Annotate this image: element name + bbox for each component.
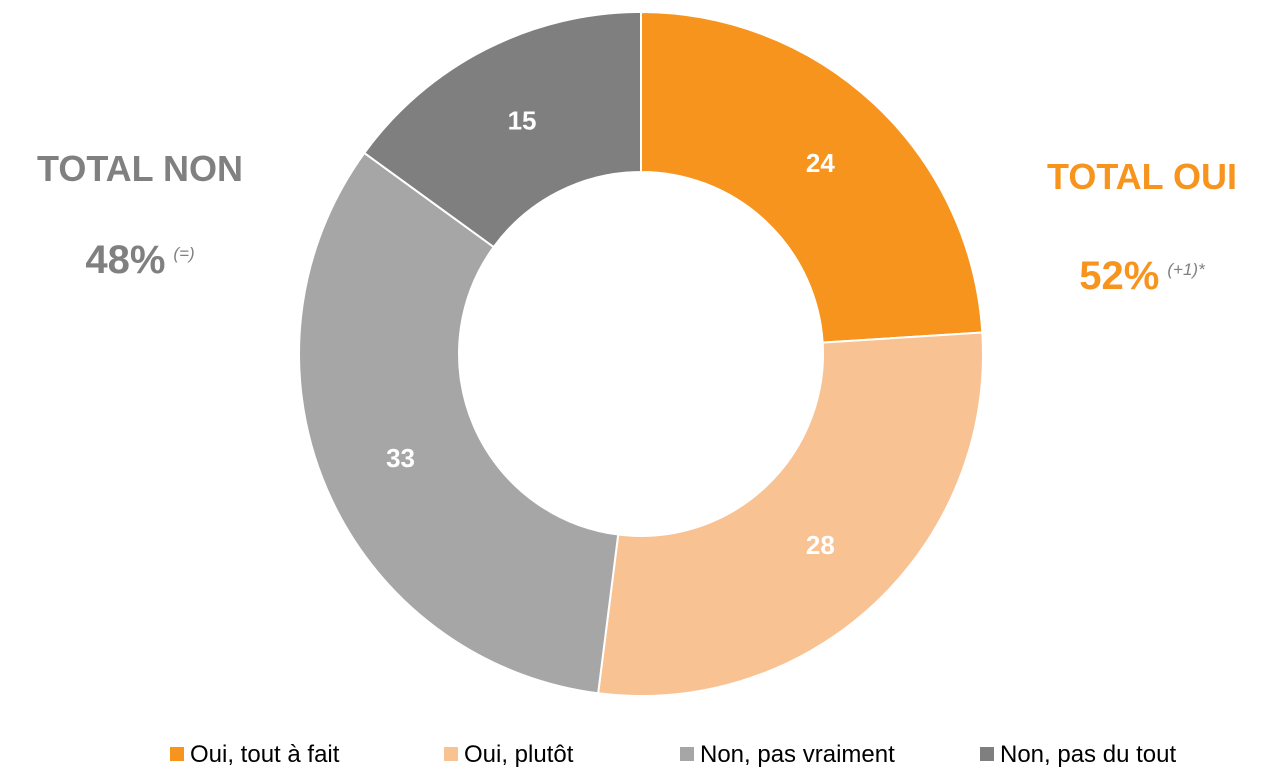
donut-chart: 24 28 33 15 [298,10,984,697]
legend-swatch [170,747,184,761]
data-label: 28 [806,530,835,560]
total-non-value-row: 48% (=) [0,238,280,283]
donut-slice [298,151,620,695]
total-oui-value-row: 52% (+1)* [1010,254,1274,299]
legend-label: Oui, tout à fait [190,741,340,768]
legend-item: Oui, tout à fait [170,741,339,769]
total-non-change: (=) [173,244,195,263]
total-oui-block: TOTAL OUI 52% (+1)* [1010,156,1274,299]
total-oui-title: TOTAL OUI [1046,156,1237,197]
legend-label: Non, pas vraiment [700,741,895,768]
legend-swatch [680,747,694,761]
total-oui-value: 52% [1079,254,1160,298]
total-oui-change: (+1)* [1167,260,1205,279]
donut-slice [597,331,984,697]
data-label: 15 [508,106,537,136]
donut-slice [640,10,984,344]
legend-item: Non, pas du tout [980,741,1176,769]
legend-label: Oui, plutôt [464,741,574,768]
total-non-title: TOTAL NON [37,148,243,189]
data-label: 24 [806,148,835,178]
legend-swatch [980,747,994,761]
total-non-value: 48% [85,238,166,282]
donut-slices [298,10,984,697]
legend-item: Non, pas vraiment [680,741,895,769]
donut-data-labels: 24 28 33 15 [386,106,835,560]
total-non-block: TOTAL NON 48% (=) [0,148,280,283]
legend-swatch [444,747,458,761]
data-label: 33 [386,443,415,473]
legend-item: Oui, plutôt [444,741,573,769]
legend-label: Non, pas du tout [1000,741,1177,768]
donut-slice [362,10,642,249]
